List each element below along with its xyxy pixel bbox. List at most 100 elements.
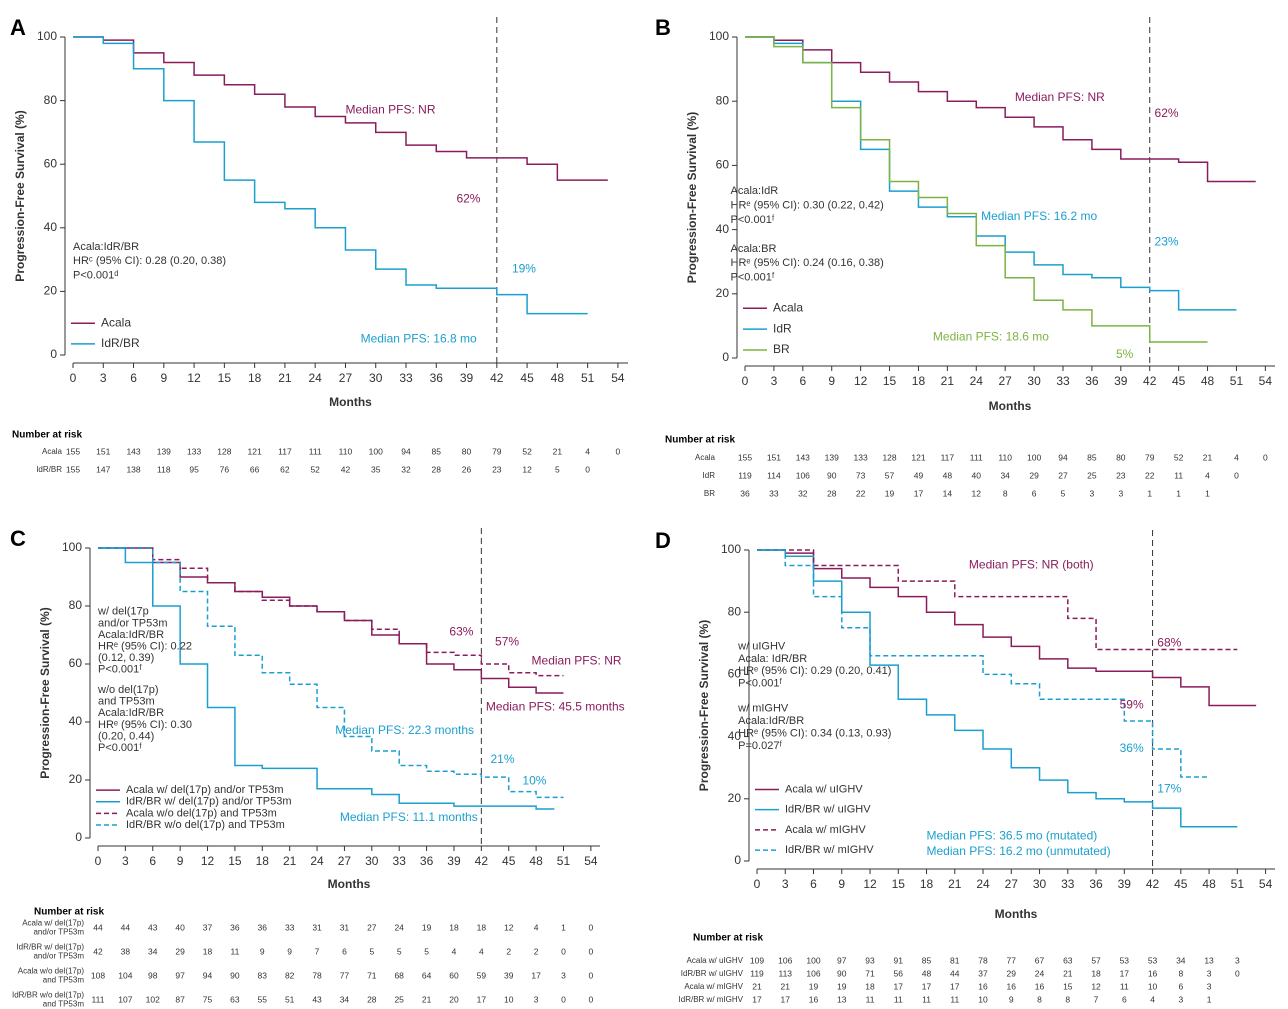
risk-value: 111 — [92, 994, 105, 1004]
risk-value: 24 — [1035, 968, 1045, 978]
risk-value: 155 — [738, 452, 752, 462]
x-tick-label: 24 — [309, 371, 323, 385]
risk-value: 33 — [285, 922, 295, 932]
risk-value: 9 — [287, 946, 292, 956]
annotation: Acala:IdR/BR — [98, 707, 164, 719]
x-tick-label: 27 — [338, 854, 352, 868]
risk-value: 95 — [189, 464, 199, 474]
risk-value: 12 — [1091, 981, 1101, 991]
y-tick-label: 20 — [44, 284, 58, 298]
risk-table-title: Number at risk — [665, 435, 735, 446]
risk-value: 0 — [1263, 452, 1268, 462]
annotation: HRᵉ (95% CI): 0.29 (0.20, 0.41) — [738, 665, 891, 677]
risk-value: 98 — [148, 970, 158, 980]
y-tick-label: 20 — [716, 286, 730, 300]
annotation: w/ mIGHV — [737, 703, 789, 715]
legend-label: BR — [773, 342, 790, 356]
risk-value: 40 — [175, 922, 185, 932]
risk-value: 100 — [1027, 452, 1041, 462]
risk-value: 77 — [1007, 955, 1017, 965]
x-tick-label: 36 — [1089, 877, 1103, 891]
x-tick-label: 9 — [160, 371, 167, 385]
x-tick-label: 39 — [460, 371, 474, 385]
risk-row-label: and/or TP53m — [33, 928, 84, 937]
risk-value: 155 — [66, 464, 80, 474]
risk-value: 8 — [1003, 488, 1008, 498]
risk-value: 3 — [1178, 994, 1183, 1004]
risk-value: 48 — [943, 470, 953, 480]
annotation: HRᵉ (95% CI): 0.30 (0.22, 0.42) — [731, 199, 884, 211]
x-tick-label: 36 — [430, 371, 444, 385]
risk-value: 8 — [1065, 994, 1070, 1004]
x-tick-label: 36 — [1085, 374, 1099, 388]
x-tick-label: 42 — [490, 371, 504, 385]
risk-value: 5 — [369, 946, 374, 956]
risk-value: 11 — [950, 994, 959, 1004]
risk-value: 12 — [522, 464, 532, 474]
risk-value: 6 — [342, 946, 347, 956]
risk-value: 66 — [250, 464, 260, 474]
risk-value: 94 — [1058, 452, 1068, 462]
legend-label: Acala w/ del(17p) and/or TP53m — [126, 784, 284, 796]
risk-value: 43 — [148, 922, 158, 932]
risk-value: 21 — [1063, 968, 1073, 978]
risk-value: 19 — [885, 488, 895, 498]
risk-value: 6 — [1178, 981, 1183, 991]
risk-value: 18 — [865, 981, 875, 991]
risk-value: 4 — [1205, 470, 1210, 480]
risk-value: 37 — [978, 968, 988, 978]
annotation: 62% — [456, 191, 480, 205]
risk-value: 12 — [972, 488, 982, 498]
x-tick-label: 24 — [970, 374, 984, 388]
annotation: P<0.001ᶠ — [98, 742, 142, 754]
annotation: (0.20, 0.44) — [98, 730, 154, 742]
x-tick-label: 33 — [399, 371, 413, 385]
risk-value: 27 — [367, 922, 377, 932]
legend-label: IdR/BR w/ del(17p) and/or TP53m — [126, 796, 291, 808]
x-tick-label: 15 — [218, 371, 232, 385]
annotation: P<0.001ᶠ — [738, 678, 782, 690]
risk-value: 17 — [894, 981, 904, 991]
risk-value: 4 — [452, 946, 457, 956]
risk-value: 26 — [462, 464, 472, 474]
y-tick-label: 0 — [75, 830, 82, 844]
risk-value: 94 — [401, 446, 411, 456]
risk-value: 21 — [1203, 452, 1213, 462]
risk-value: 36 — [258, 922, 268, 932]
y-tick-label: 60 — [44, 156, 58, 170]
risk-value: 0 — [616, 446, 621, 456]
x-tick-label: 27 — [1005, 877, 1019, 891]
risk-value: 31 — [312, 922, 322, 932]
risk-value: 143 — [796, 452, 810, 462]
risk-value: 151 — [767, 452, 781, 462]
risk-value: 44 — [950, 968, 960, 978]
risk-value: 53 — [1120, 955, 1130, 965]
risk-value: 10 — [978, 994, 988, 1004]
x-tick-label: 3 — [782, 877, 789, 891]
y-tick-label: 40 — [69, 714, 83, 728]
x-tick-label: 54 — [611, 371, 625, 385]
x-tick-label: 24 — [310, 854, 324, 868]
panel-label: B — [655, 15, 671, 40]
risk-value: 85 — [1087, 452, 1097, 462]
risk-value: 13 — [837, 994, 847, 1004]
x-tick-label: 45 — [1174, 877, 1188, 891]
risk-value: 100 — [806, 955, 820, 965]
risk-value: 12 — [504, 922, 514, 932]
risk-value: 5 — [397, 946, 402, 956]
risk-value: 16 — [1007, 981, 1017, 991]
x-tick-label: 18 — [912, 374, 926, 388]
annotation: HRᶜ (95% CI): 0.28 (0.20, 0.38) — [73, 255, 226, 267]
risk-value: 111 — [309, 446, 322, 456]
risk-value: 1 — [1147, 488, 1152, 498]
y-tick-label: 40 — [716, 222, 730, 236]
panel-label: D — [655, 528, 671, 553]
risk-value: 7 — [315, 946, 320, 956]
x-tick-label: 33 — [393, 854, 407, 868]
annotation: 5% — [1116, 347, 1134, 361]
risk-row-label: Acala w/ uIGHV — [687, 956, 744, 965]
risk-row-label: and/or TP53m — [33, 952, 84, 961]
risk-value: 1 — [1205, 488, 1210, 498]
risk-value: 138 — [126, 464, 140, 474]
